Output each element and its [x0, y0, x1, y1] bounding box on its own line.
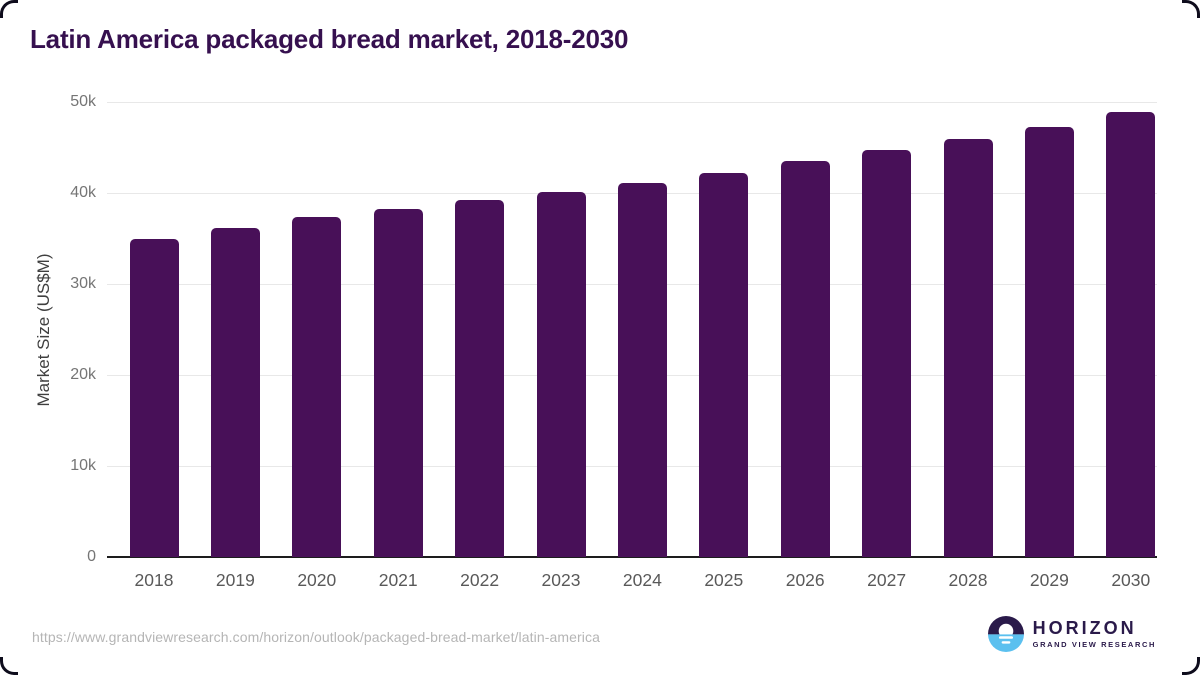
- y-tick-label-0: 0: [87, 548, 96, 565]
- bar-2020: [292, 216, 342, 557]
- x-tick-label-2022: 2022: [460, 570, 500, 590]
- y-axis-tick-labels: 0 10k 20k 30k 40k 50k: [0, 93, 96, 565]
- x-tick-label-2029: 2029: [1029, 570, 1069, 590]
- horizon-logo: HORIZON GRAND VIEW RESEARCH: [987, 616, 1156, 652]
- x-tick-label-2021: 2021: [378, 570, 418, 590]
- plot-area: [107, 102, 1157, 558]
- bar-2018: [129, 238, 179, 557]
- bar-2025: [699, 172, 749, 557]
- y-tick-label-10k: 10k: [70, 457, 96, 474]
- bar-2029: [1024, 126, 1074, 557]
- bar-2023: [536, 192, 586, 557]
- x-tick-label-2019: 2019: [215, 570, 255, 590]
- source-url: https://www.grandviewresearch.com/horizo…: [32, 629, 600, 645]
- gridline-50k: [107, 102, 1157, 103]
- x-tick-label-2023: 2023: [541, 570, 581, 590]
- bar-2019: [210, 227, 260, 557]
- logo-text: HORIZON GRAND VIEW RESEARCH: [1032, 618, 1156, 649]
- rounded-corner-decoration: [1182, 657, 1200, 675]
- bar-2030: [1106, 112, 1156, 557]
- x-tick-label-2020: 2020: [297, 570, 337, 590]
- chart-title: Latin America packaged bread market, 201…: [30, 24, 629, 54]
- logo-brand-text: HORIZON: [1032, 618, 1137, 639]
- logo-subtitle-text: GRAND VIEW RESEARCH: [1032, 639, 1156, 649]
- x-axis-line: [107, 556, 1157, 558]
- y-tick-label-20k: 20k: [70, 366, 96, 383]
- x-tick-label-2027: 2027: [867, 570, 907, 590]
- rounded-corner-decoration: [0, 0, 18, 18]
- x-tick-label-2025: 2025: [704, 570, 744, 590]
- x-tick-label-2018: 2018: [134, 570, 174, 590]
- rounded-corner-decoration: [1182, 0, 1200, 18]
- bar-2022: [455, 200, 505, 557]
- y-tick-label-40k: 40k: [70, 184, 96, 201]
- x-axis-tick-labels: 2018 2019 2020 2021 2022 2023 2024 2025 2026 2027…: [107, 566, 1157, 592]
- x-tick-label-2028: 2028: [948, 570, 988, 590]
- bar-2021: [373, 209, 423, 557]
- bar-2027: [862, 150, 912, 557]
- horizon-sun-over-water-icon: [987, 616, 1024, 652]
- bar-2028: [943, 139, 993, 557]
- x-tick-label-2030: 2030: [1111, 570, 1151, 590]
- bar-2026: [780, 161, 830, 557]
- bar-2024: [617, 183, 667, 557]
- x-tick-label-2024: 2024: [622, 570, 662, 590]
- y-tick-label-50k: 50k: [70, 93, 96, 110]
- x-tick-label-2026: 2026: [785, 570, 825, 590]
- y-tick-label-30k: 30k: [70, 275, 96, 292]
- rounded-corner-decoration: [0, 657, 18, 675]
